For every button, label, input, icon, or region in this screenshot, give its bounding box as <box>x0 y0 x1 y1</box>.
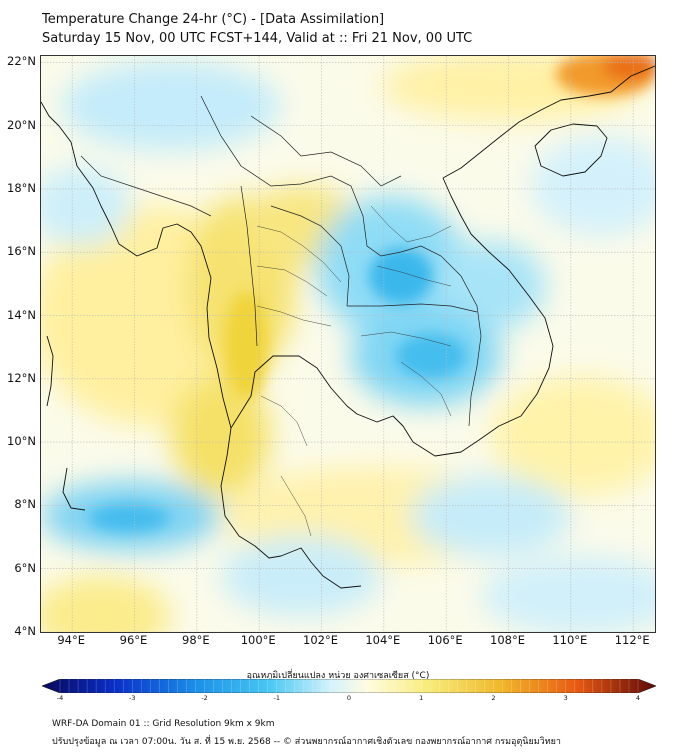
shaded-field <box>41 56 655 632</box>
latitude-tick-label: 6°N <box>14 560 36 575</box>
latitude-tick-label: 12°N <box>7 370 36 385</box>
longitude-tick-label: 112°E <box>614 633 650 647</box>
chart-title: Temperature Change 24-hr (°C) - [Data As… <box>42 12 385 27</box>
graticule <box>41 56 655 632</box>
footer-credit: ปรับปรุงข้อมูล ณ เวลา 07:00น. วัน ส. ที่… <box>52 737 561 747</box>
longitude-tick-label: 108°E <box>490 633 525 647</box>
latitude-tick-label: 4°N <box>14 624 36 638</box>
province-borders <box>256 205 452 537</box>
longitude-tick-label: 96°E <box>119 633 148 647</box>
colorbar-tick-label: 0 <box>346 694 352 702</box>
colorbar <box>42 679 656 693</box>
colorbar-tick-label: 4 <box>635 694 641 702</box>
colorbar-title: อุณหภูมิเปลี่ยนแปลง หน่วย องศาเซลเซียส (… <box>246 671 430 681</box>
map-panel <box>40 55 656 633</box>
longitude-tick-label: 100°E <box>240 633 276 647</box>
country-borders <box>80 95 482 427</box>
longitude-tick-label: 98°E <box>182 633 210 647</box>
latitude-tick-label: 8°N <box>14 497 36 512</box>
latitude-tick-label: 20°N <box>7 117 36 132</box>
colorbar-tick-label: 2 <box>491 694 496 702</box>
longitude-tick-label: 106°E <box>427 633 463 647</box>
latitude-tick-label: 22°N <box>7 54 36 69</box>
latitude-tick-label: 18°N <box>7 180 36 195</box>
latitude-tick-label: 10°N <box>7 434 36 449</box>
longitude-tick-label: 102°E <box>303 633 338 647</box>
colorbar-tick-label: -2 <box>201 694 208 702</box>
colorbar-tick-label: -1 <box>273 694 280 702</box>
chart-subtitle: Saturday 15 Nov, 00 UTC FCST+144, Valid … <box>42 31 473 46</box>
colorbar-ramp <box>42 679 656 693</box>
colorbar-tick-label: 1 <box>419 694 424 702</box>
coastlines <box>41 65 655 589</box>
colorbar-tick-label: 3 <box>563 694 568 702</box>
longitude-tick-label: 94°E <box>57 633 85 647</box>
longitude-tick-label: 110°E <box>552 633 588 647</box>
strong-anomalies <box>89 56 655 532</box>
colorbar-tick-label: -3 <box>129 694 136 702</box>
longitude-tick-label: 104°E <box>365 633 401 647</box>
latitude-tick-label: 16°N <box>7 244 36 259</box>
temperature-change-map <box>41 56 655 632</box>
latitude-tick-label: 14°N <box>7 307 36 322</box>
footer-model-info: WRF-DA Domain 01 :: Grid Resolution 9km … <box>52 719 275 729</box>
colorbar-tick-label: -4 <box>56 694 64 702</box>
